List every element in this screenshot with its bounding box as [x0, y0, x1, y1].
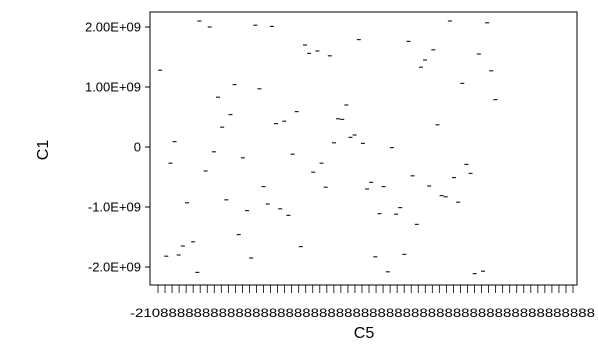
y-tick-label: 1.00E+09 — [85, 80, 141, 95]
y-tick-label: -1.0E+09 — [88, 200, 141, 215]
data-points — [158, 20, 498, 275]
x-axis-title: C5 — [354, 325, 375, 342]
y-tick-label: 0 — [134, 140, 141, 155]
y-tick-label: 2.00E+09 — [85, 20, 141, 35]
y-tick-label: -2.0E+09 — [88, 260, 141, 275]
x-tick-label-overlap: -210888888888888888888888888888888888888… — [130, 306, 595, 320]
plot-frame — [149, 11, 578, 286]
y-axis: 2.00E+09 1.00E+09 0 -1.0E+09 -2.0E+09 — [85, 20, 150, 275]
y-axis-title: C1 — [35, 140, 52, 161]
x-axis — [157, 285, 574, 293]
